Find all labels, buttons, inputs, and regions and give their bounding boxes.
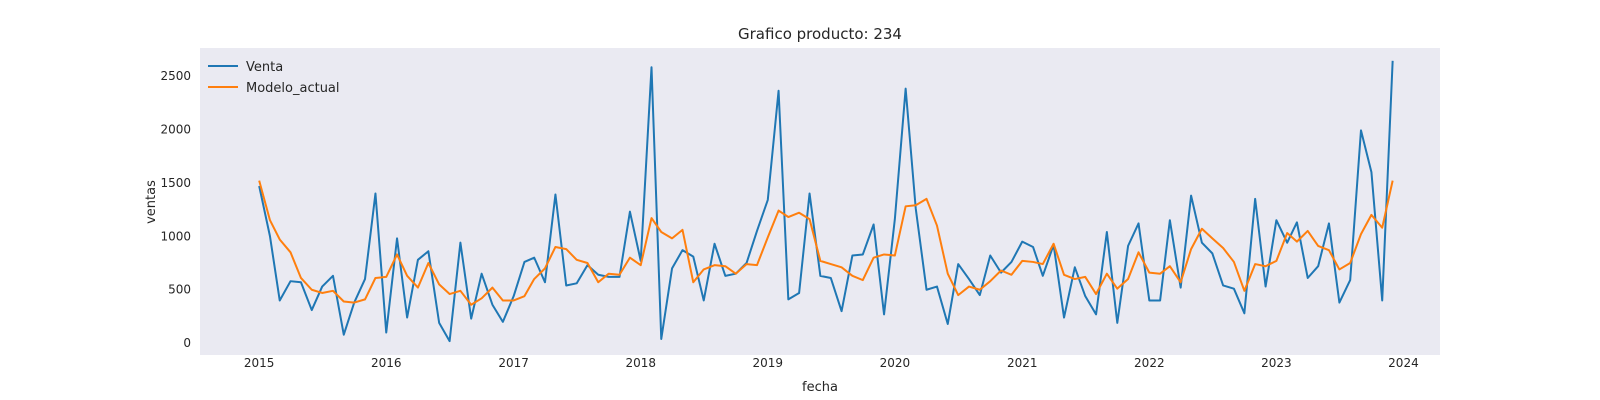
x-axis-label: fecha [802, 380, 838, 395]
y-tick-label: 2000 [160, 122, 191, 136]
x-tick-label: 2017 [498, 356, 529, 370]
series-line-modelo-actual [258, 180, 1394, 306]
plot-area [200, 48, 1440, 355]
y-tick-label: 0 [183, 336, 191, 350]
x-tick-label: 2024 [1388, 356, 1419, 370]
y-tick-label: 500 [168, 283, 191, 297]
x-tick-label: 2019 [753, 356, 784, 370]
x-tick-labels: 2015 2016 2017 2018 2019 2020 2021 2022 2023 2024 [244, 356, 1419, 370]
chart-title: Grafico producto: 234 [738, 25, 902, 43]
x-tick-label: 2016 [371, 356, 402, 370]
legend-label: Venta [246, 60, 283, 75]
x-tick-label: 2018 [625, 356, 656, 370]
y-axis-label: ventas [144, 180, 159, 224]
series-line-venta [258, 60, 1394, 343]
series-lines [258, 60, 1394, 343]
legend: Venta Modelo_actual [208, 60, 340, 96]
x-tick-label: 2015 [244, 356, 275, 370]
x-tick-label: 2020 [880, 356, 911, 370]
y-tick-label: 1000 [160, 229, 191, 243]
legend-label: Modelo_actual [246, 81, 340, 96]
y-tick-labels: 0 500 1000 1500 2000 2500 [160, 69, 191, 350]
x-tick-label: 2022 [1134, 356, 1165, 370]
x-tick-label: 2021 [1007, 356, 1038, 370]
y-tick-label: 2500 [160, 69, 191, 83]
y-tick-label: 1500 [160, 176, 191, 190]
x-tick-label: 2023 [1261, 356, 1292, 370]
